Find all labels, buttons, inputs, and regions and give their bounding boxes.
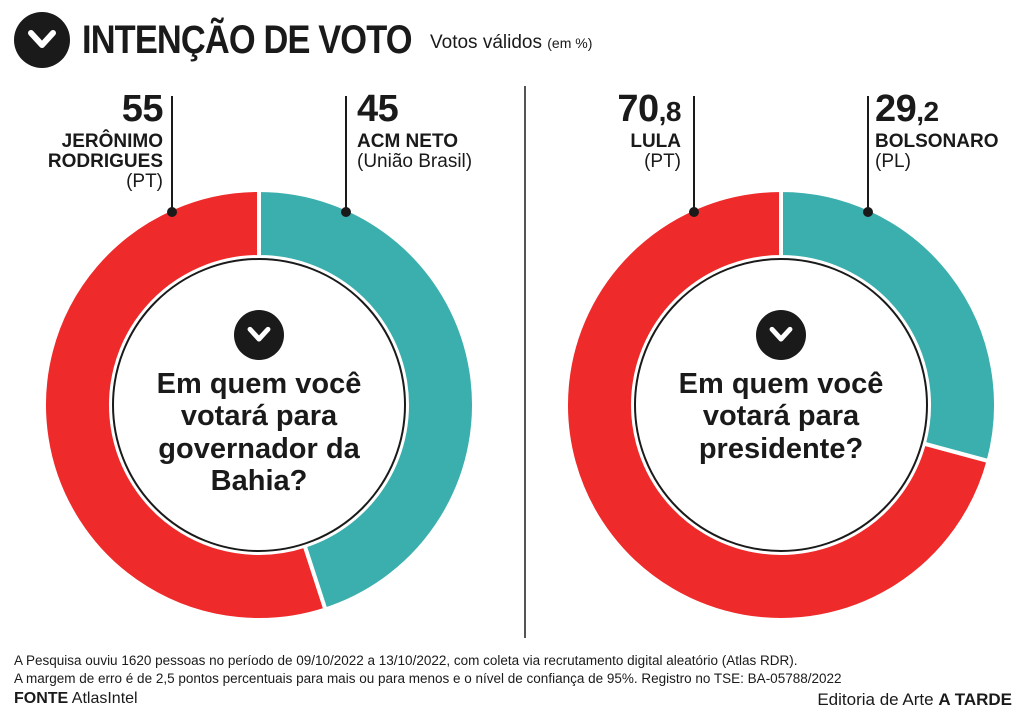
subtitle-text: Votos válidos — [430, 32, 542, 53]
name-acm-neto: ACM NETO — [357, 130, 458, 152]
donut-center — [112, 258, 406, 552]
leader-dot — [341, 207, 351, 217]
value-jeronimo: 55 — [121, 88, 164, 130]
question-governor-line: Em quem você — [156, 368, 362, 400]
value-lula: 70,8 — [617, 88, 681, 130]
party-acm-neto: (União Brasil) — [357, 150, 473, 172]
name-jeronimo-line2: RODRIGUES — [47, 150, 163, 172]
footer-note-2: A margem de erro é de 2,5 pontos percent… — [14, 671, 842, 686]
question-governor-line: votará para — [180, 400, 338, 433]
credit-prefix: Editoria de Arte — [817, 690, 934, 709]
name-lula: LULA — [630, 130, 681, 152]
slice-jerônimo-rodrigues — [42, 187, 328, 622]
question-governor-line: Bahia? — [210, 465, 308, 498]
label-jeronimo: 55 JERÔNIMO RODRIGUES (PT) — [47, 88, 164, 192]
leader-dot — [167, 207, 177, 217]
footer-credit: Editoria de Arte A TARDE — [817, 690, 1012, 710]
leader-dot — [863, 207, 873, 217]
source-name: AtlasIntel — [71, 690, 138, 707]
footer-source: FONTE AtlasIntel — [14, 690, 138, 708]
party-bolsonaro: (PL) — [875, 150, 911, 172]
label-lula: 70,8 LULA (PT) — [617, 88, 681, 172]
slice-lula — [564, 187, 992, 622]
party-lula: (PT) — [644, 150, 681, 172]
label-bolsonaro: 29,2 BOLSONARO (PL) — [875, 88, 999, 172]
question-president: Em quem você votará para presidente? — [661, 368, 901, 465]
source-label: FONTE — [14, 690, 69, 707]
value-bolsonaro: 29,2 — [875, 88, 939, 130]
label-acm-neto: 45 ACM NETO (União Brasil) — [357, 88, 473, 172]
question-logo-icon — [234, 310, 284, 360]
party-jeronimo: (PT) — [126, 170, 163, 192]
name-jeronimo-line1: JERÔNIMO — [61, 130, 163, 152]
leader-dot — [689, 207, 699, 217]
question-governor-line: governador da — [158, 432, 360, 465]
header: INTENÇÃO DE VOTO — [14, 10, 465, 70]
question-president-line: votará para — [702, 400, 860, 433]
question-president-line: presidente? — [698, 432, 864, 465]
question-president-line: Em quem você — [678, 368, 884, 400]
panel-divider — [524, 86, 526, 638]
question-logo-icon — [756, 310, 806, 360]
governor-donut — [42, 96, 476, 622]
page-subtitle: Votos válidos (em %) — [430, 32, 592, 54]
donut-center — [634, 258, 928, 552]
question-governor: Em quem você votará para governador da B… — [139, 368, 379, 498]
brand-logo-icon — [14, 12, 70, 68]
footer-note-1: A Pesquisa ouviu 1620 pessoas no período… — [14, 653, 798, 668]
credit-brand: A TARDE — [938, 690, 1012, 709]
value-acm-neto: 45 — [357, 88, 399, 130]
subtitle-unit: (em %) — [547, 35, 593, 51]
president-donut — [564, 96, 998, 622]
slice-acm-neto — [257, 187, 476, 612]
slice-bolsonaro — [779, 187, 998, 464]
name-bolsonaro: BOLSONARO — [875, 130, 999, 152]
page-title: INTENÇÃO DE VOTO — [82, 17, 412, 62]
